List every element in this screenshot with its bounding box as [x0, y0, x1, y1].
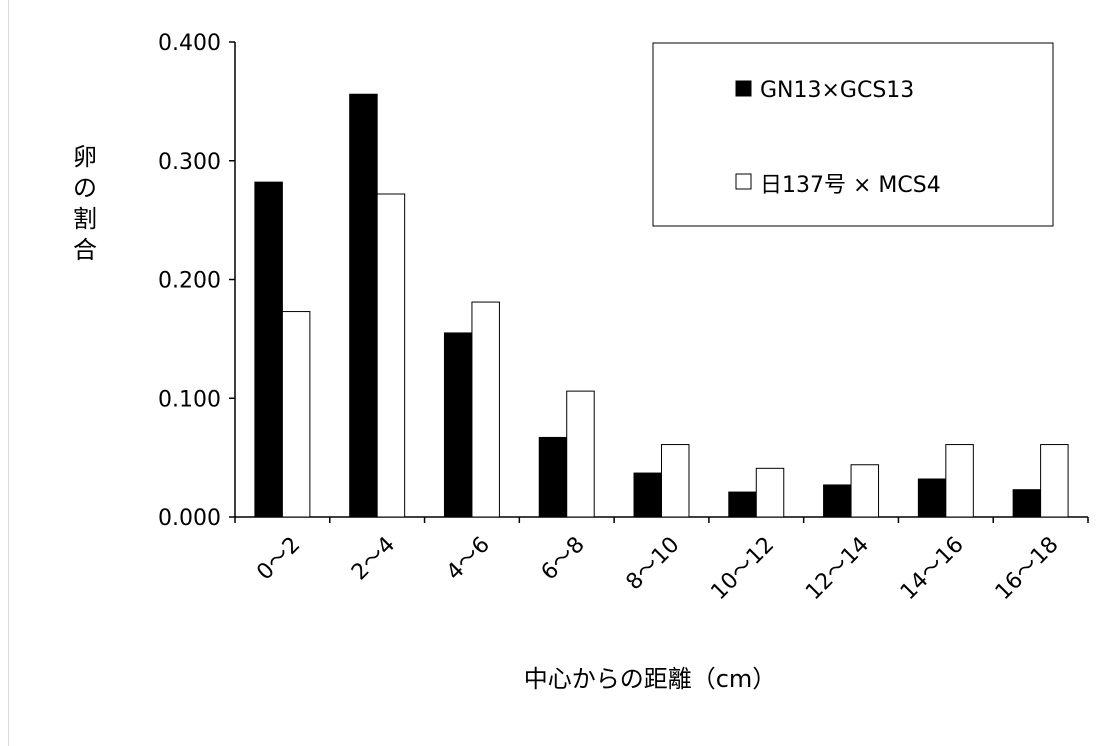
x-tick-label: 8〜10 — [622, 532, 685, 595]
x-tick-label: 4〜6 — [442, 532, 495, 585]
x-tick-label: 6〜8 — [537, 532, 590, 585]
bar-series-1-3 — [538, 436, 568, 518]
y-tick-label: 0.400 — [158, 31, 221, 56]
bar-series-1-8 — [1012, 489, 1042, 518]
y-axis-title-char: の — [73, 174, 97, 202]
bar-series-1-2 — [443, 332, 473, 518]
bar-series-1-7 — [917, 478, 947, 518]
left-border-line — [8, 0, 9, 746]
x-tick-label: 14〜16 — [896, 532, 969, 605]
y-tick-label: 0.200 — [158, 269, 221, 294]
y-axis-title-char: 割 — [73, 205, 97, 233]
x-tick-label: 10〜12 — [706, 532, 779, 605]
legend-label-series-1: GN13×GCS13 — [760, 78, 914, 103]
bar-series-1-6 — [823, 484, 852, 518]
x-axis-ticks: 0〜2 2〜4 4〜6 6〜8 8〜10 10〜12 12〜14 14〜16 16〜18 — [234, 517, 1089, 605]
x-axis-title: 中心からの距離（cm） — [524, 665, 777, 693]
bar-series-2-6 — [850, 464, 880, 518]
y-tick-label: 0.300 — [158, 150, 221, 175]
bar-series-2-0 — [281, 311, 311, 518]
y-axis-ticks: 0.000 0.100 0.200 0.300 0.400 — [158, 31, 235, 531]
bar-series-2-1 — [376, 193, 406, 518]
y-axis-title-char: 合 — [73, 236, 97, 264]
bar-series — [254, 93, 1069, 518]
bar-series-2-8 — [1040, 444, 1069, 518]
x-tick-label: 16〜18 — [991, 532, 1064, 605]
y-axis-title-char: 卵 — [73, 143, 97, 171]
legend-label-series-2: 日137号 × MCS4 — [760, 173, 941, 198]
bar-series-2-5 — [755, 467, 785, 518]
bar-series-2-3 — [566, 390, 595, 518]
bar-series-2-7 — [945, 444, 974, 518]
bar-series-1-4 — [633, 472, 663, 518]
legend-swatch-series-1 — [735, 80, 752, 97]
y-tick-label: 0.100 — [158, 387, 221, 412]
legend: GN13×GCS13 日137号 × MCS4 — [652, 42, 1054, 227]
x-tick-label: 12〜14 — [801, 532, 874, 605]
y-tick-label: 0.000 — [158, 506, 221, 531]
bar-series-1-1 — [349, 93, 378, 518]
legend-swatch-series-2 — [735, 173, 752, 190]
bar-series-1-5 — [728, 491, 757, 518]
x-tick-label: 0〜2 — [252, 532, 305, 585]
legend-box — [652, 42, 1054, 227]
bar-series-2-2 — [471, 301, 500, 518]
bar-series-1-0 — [254, 181, 283, 518]
x-tick-label: 2〜4 — [347, 532, 400, 585]
bar-series-2-4 — [661, 444, 690, 518]
